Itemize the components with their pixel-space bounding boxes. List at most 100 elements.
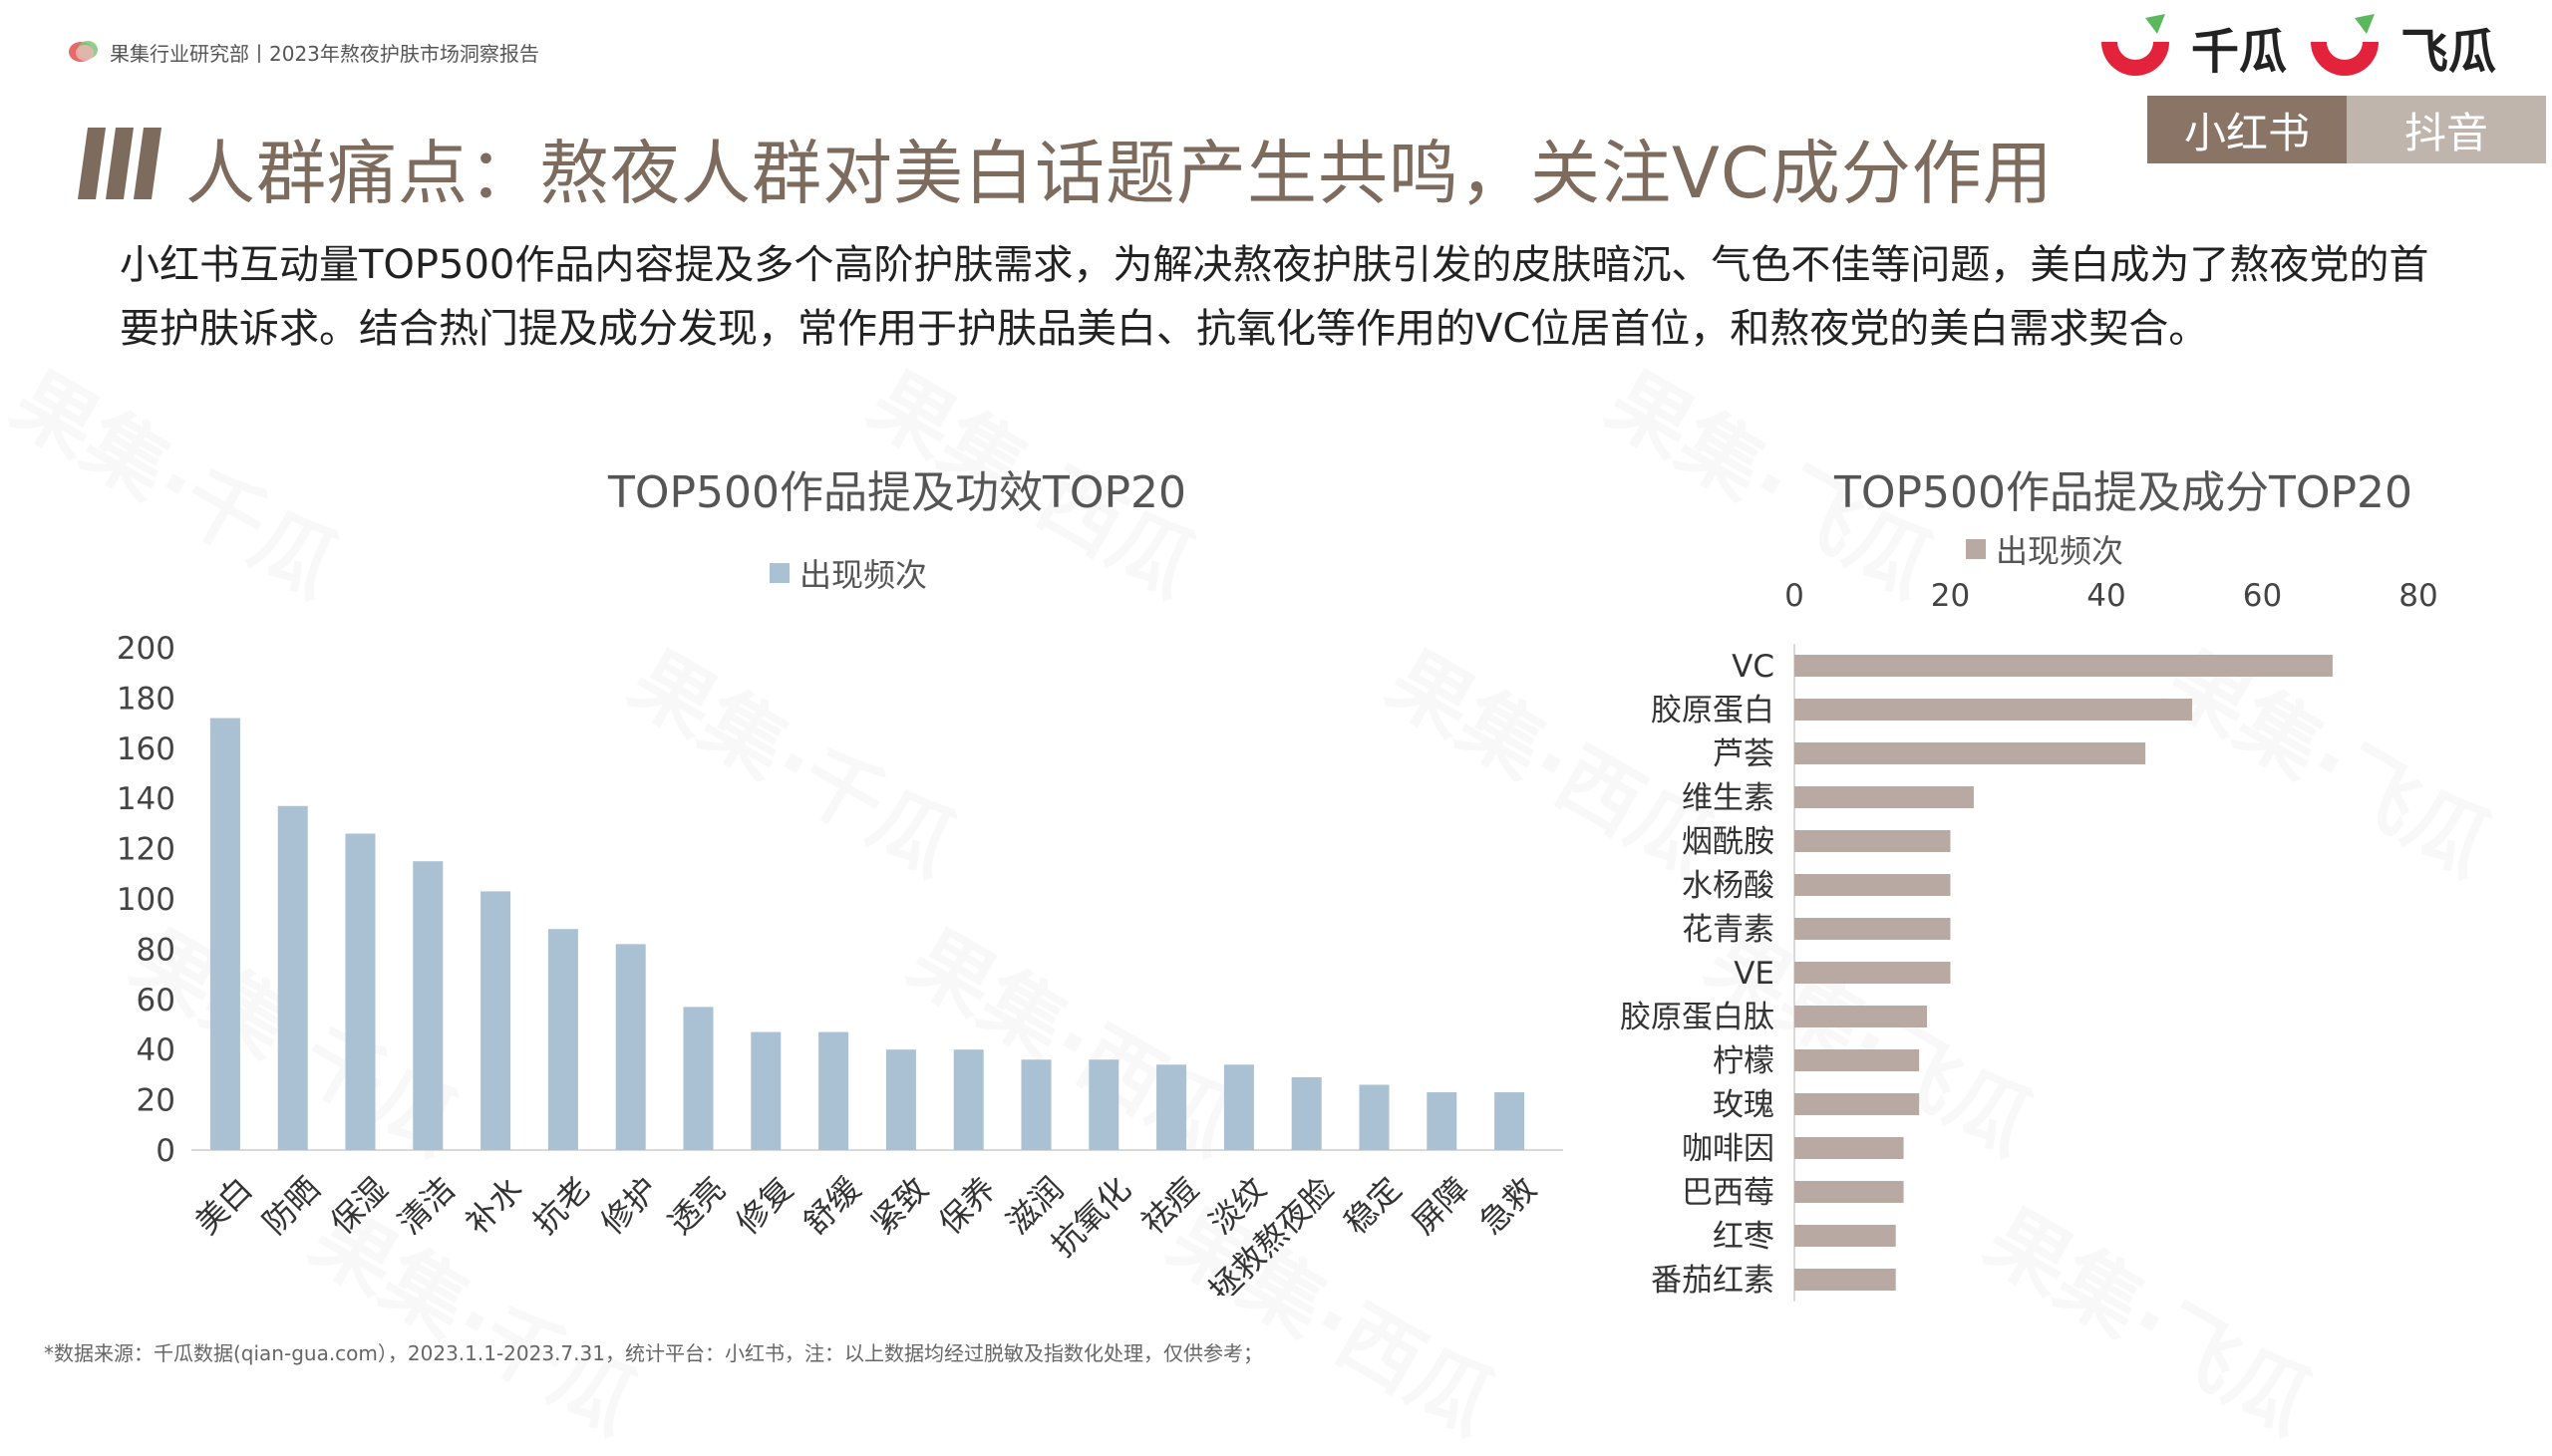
left-legend-label: 出现频次: [799, 556, 928, 594]
right-bar: [1794, 786, 1974, 808]
right-category-label: 玫瑰: [1713, 1087, 1774, 1123]
right-x-tick-label: 20: [1931, 578, 1970, 614]
right-category-label: VE: [1734, 956, 1774, 992]
left-category-label: 紧致: [863, 1170, 935, 1242]
platform-tabs: 小红书 抖音: [2147, 96, 2546, 163]
brand-name-feigua: 飞瓜: [2400, 24, 2496, 80]
brand-name-qiangua: 千瓜: [2191, 24, 2287, 80]
left-category-label: 清洁: [391, 1170, 463, 1242]
left-y-tick-label: 0: [156, 1133, 175, 1169]
left-category-label: 修复: [729, 1170, 800, 1242]
left-bar: [480, 891, 511, 1150]
right-category-label: 红枣: [1713, 1219, 1774, 1255]
right-bar: [1794, 918, 1951, 940]
left-category-label: 防晒: [255, 1170, 327, 1242]
right-x-tick-label: 60: [2243, 578, 2282, 614]
right-category-label: 胶原蛋白: [1651, 693, 1774, 728]
right-bar: [1794, 1269, 1896, 1291]
right-bar: [1794, 699, 2193, 721]
right-bar: [1794, 1093, 1920, 1115]
right-bar: [1794, 742, 2146, 764]
left-category-label: 稳定: [1337, 1170, 1409, 1242]
page-title: 人群痛点：熬夜人群对美白话题产生共鸣，关注VC成分作用: [185, 133, 2054, 214]
right-bar: [1794, 1225, 1896, 1247]
left-category-label: 透亮: [661, 1170, 733, 1242]
title-stripes-icon: [78, 128, 161, 199]
left-bar: [345, 833, 376, 1150]
right-bar: [1794, 1137, 1904, 1159]
left-legend-swatch: [770, 563, 790, 583]
left-bar: [209, 718, 240, 1150]
left-bar: [1494, 1092, 1525, 1150]
left-bar: [953, 1049, 984, 1150]
left-y-tick-label: 80: [137, 932, 175, 968]
right-x-tick-label: 80: [2398, 578, 2437, 614]
breadcrumb: 果集行业研究部丨2023年熬夜护肤市场洞察报告: [110, 42, 539, 66]
right-x-tick-label: 40: [2086, 578, 2125, 614]
left-bar: [1089, 1059, 1119, 1150]
right-bar: [1794, 962, 1951, 984]
left-bar: [547, 929, 578, 1150]
left-category-label: 祛痘: [1134, 1170, 1206, 1242]
left-category-label: 保湿: [323, 1170, 395, 1242]
right-category-label: 花青素: [1682, 912, 1774, 948]
left-y-tick-label: 140: [117, 781, 175, 817]
left-y-tick-label: 20: [137, 1083, 175, 1119]
tab-douyin[interactable]: 抖音: [2347, 96, 2546, 163]
right-category-label: 番茄红素: [1651, 1263, 1774, 1299]
left-bar: [1359, 1084, 1390, 1150]
left-chart-title: TOP500作品提及功效TOP20: [607, 467, 1187, 518]
left-bar: [1223, 1064, 1254, 1150]
tab-xiaohongshu[interactable]: 小红书: [2147, 96, 2347, 163]
left-bar: [683, 1007, 714, 1150]
left-category-label: 舒缓: [797, 1170, 868, 1242]
left-category-label: 修护: [593, 1170, 665, 1242]
left-category-label: 急救: [1472, 1170, 1544, 1242]
left-y-tick-label: 120: [117, 832, 175, 868]
right-category-label: 维生素: [1682, 780, 1774, 816]
right-bar: [1794, 874, 1951, 896]
left-bar: [751, 1031, 782, 1150]
left-category-label: 屏障: [1405, 1170, 1476, 1242]
company-logo-icon: [69, 41, 98, 62]
qiangua-logo-icon: [2101, 14, 2169, 76]
right-bar: [1794, 655, 2333, 677]
right-legend-label: 出现频次: [1996, 532, 2124, 570]
right-bar: [1794, 830, 1951, 852]
left-bar: [1427, 1092, 1457, 1150]
left-bar: [818, 1031, 849, 1150]
efficacy-bar-chart: 020406080100120140160180200美白防晒保湿清洁补水抗老修…: [117, 631, 1563, 1296]
right-chart-title: TOP500作品提及成分TOP20: [1833, 467, 2413, 518]
right-chart-legend: 出现频次: [1966, 526, 2123, 572]
right-bar: [1794, 1181, 1904, 1203]
summary-paragraph: 小红书互动量TOP500作品内容提及多个高阶护肤需求，为解决熬夜护肤引发的皮肤暗…: [120, 242, 2429, 352]
right-category-label: 胶原蛋白肽: [1620, 1000, 1774, 1035]
right-category-label: 烟酰胺: [1682, 824, 1774, 860]
right-bar: [1794, 1049, 1920, 1071]
right-category-label: VC: [1732, 649, 1774, 685]
right-x-tick-label: 0: [1784, 578, 1804, 614]
right-category-label: 芦荟: [1713, 736, 1774, 772]
right-category-label: 柠檬: [1713, 1043, 1774, 1079]
left-bar: [1021, 1059, 1052, 1150]
left-bar: [615, 944, 646, 1150]
left-y-tick-label: 200: [117, 631, 175, 667]
right-category-label: 咖啡因: [1682, 1131, 1774, 1167]
left-y-tick-label: 60: [137, 983, 175, 1019]
right-bar: [1794, 1006, 1928, 1027]
watermark-text: 果集·千瓜: [0, 354, 354, 616]
left-bar: [1156, 1064, 1187, 1150]
left-category-label: 保养: [931, 1170, 1003, 1242]
brand-logos: 千瓜 飞瓜: [2101, 14, 2496, 80]
left-y-tick-label: 160: [117, 731, 175, 767]
data-source-footnote: *数据来源：千瓜数据(qian-gua.com），2023.1.1-2023.7…: [44, 1341, 1263, 1365]
left-bar: [1291, 1076, 1322, 1150]
left-bar: [277, 805, 308, 1150]
left-category-label: 美白: [187, 1170, 259, 1242]
right-category-label: 巴西莓: [1682, 1175, 1774, 1211]
left-bar: [413, 861, 444, 1150]
left-y-tick-label: 100: [117, 882, 175, 918]
left-category-label: 抗老: [525, 1170, 597, 1242]
left-y-tick-label: 40: [137, 1032, 175, 1068]
